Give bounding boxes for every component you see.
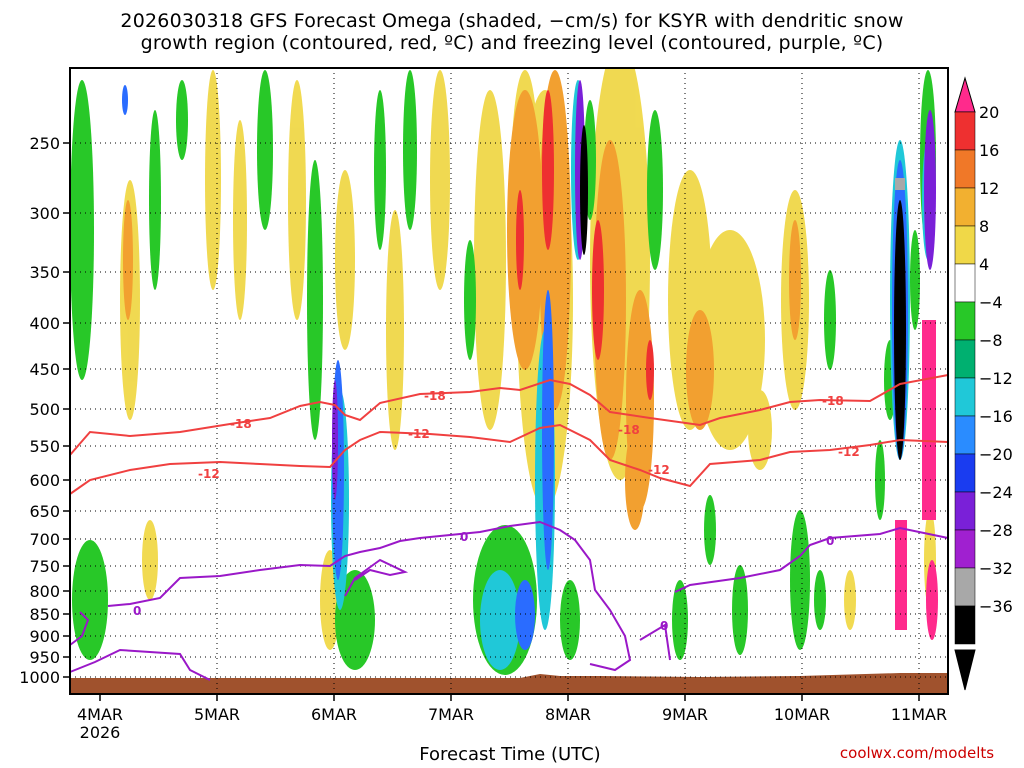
colorbar-top-arrow <box>954 76 976 113</box>
label-minus12-c: -12 <box>648 463 670 477</box>
colorbar-label: −20 <box>979 445 1013 464</box>
label-minus12-d: -12 <box>838 445 860 459</box>
colorbar-label: 20 <box>979 103 999 122</box>
label-zero-a: 0 <box>133 604 141 618</box>
contour-zero-mid-loop <box>344 558 409 597</box>
contour-minus18 <box>69 374 949 456</box>
y-axis: 250 300 350 400 450 500 550 600 650 700 … <box>19 134 70 687</box>
x-tick-8mar: 8MAR <box>545 705 591 724</box>
y-tick-950: 950 <box>29 648 60 667</box>
y-tick-300: 300 <box>29 204 60 223</box>
colorbar-swatch <box>954 491 976 531</box>
dgz-contours <box>69 374 949 495</box>
x-tick-5mar: 5MAR <box>194 705 240 724</box>
colorbar-label: −4 <box>979 293 1003 312</box>
contour-zero-left-loop <box>69 611 211 681</box>
plot-frame <box>69 67 949 695</box>
freezing-contour-labels: 0 0 0 0 <box>133 530 834 633</box>
x-axis-title: Forecast Time (UTC) <box>419 744 601 765</box>
colorbar-bottom-arrow <box>954 649 976 691</box>
colorbar-label: −8 <box>979 331 1003 350</box>
y-tick-500: 500 <box>29 400 60 419</box>
x-tick-6mar: 6MAR <box>311 705 357 724</box>
label-zero-d: 0 <box>826 534 834 548</box>
y-tick-750: 750 <box>29 557 60 576</box>
colorbar-label: 16 <box>979 141 999 160</box>
colorbar-label: −12 <box>979 369 1013 388</box>
label-zero-b: 0 <box>460 530 468 544</box>
x-axis: 4MAR 2026 5MAR 6MAR 7MAR 8MAR 9MAR 10MAR… <box>77 694 947 742</box>
x-tick-10mar: 10MAR <box>774 705 830 724</box>
x-tick-year: 2026 <box>80 723 121 742</box>
colorbar-swatch <box>954 377 976 417</box>
x-tick-11mar: 11MAR <box>891 705 947 724</box>
contour-zero-right <box>674 526 949 593</box>
colorbar-swatch <box>954 605 976 645</box>
label-minus12-b: -12 <box>408 427 430 441</box>
colorbar-label: 12 <box>979 179 999 198</box>
x-tick-7mar: 7MAR <box>428 705 474 724</box>
omega-gray-patch <box>895 178 905 190</box>
dgz-contour-labels: -18 -18 -18 -18 -12 -12 -12 -12 <box>198 389 860 481</box>
y-tick-250: 250 <box>29 134 60 153</box>
colorbar-swatch <box>954 111 976 151</box>
colorbar-swatch <box>954 339 976 379</box>
contour-zero-main <box>107 520 632 672</box>
freezing-level-contours <box>69 520 949 681</box>
y-tick-450: 450 <box>29 360 60 379</box>
omega-shading <box>70 68 938 675</box>
omega-magenta-shading <box>895 320 938 640</box>
y-tick-800: 800 <box>29 582 60 601</box>
colorbar-label: 8 <box>979 217 989 236</box>
colorbar-swatch <box>954 415 976 455</box>
colorbar-label: −28 <box>979 521 1013 540</box>
contour-zero-lower <box>639 623 671 661</box>
x-tick-9mar: 9MAR <box>662 705 708 724</box>
colorbar-swatches <box>954 111 976 645</box>
colorbar-swatch <box>954 263 976 303</box>
omega-red-shading <box>516 90 654 400</box>
colorbar: 20 16 12 8 4 −4 −8 −12 −16 −20 −24 −28 −32 −36 <box>954 76 1013 691</box>
label-minus18-b: -18 <box>424 389 446 403</box>
y-tick-600: 600 <box>29 471 60 490</box>
colorbar-label: −32 <box>979 559 1013 578</box>
colorbar-swatch <box>954 301 976 341</box>
colorbar-label: −16 <box>979 407 1013 426</box>
y-tick-550: 550 <box>29 437 60 456</box>
y-tick-350: 350 <box>29 263 60 282</box>
label-minus18-c: -18 <box>618 423 640 437</box>
colorbar-swatch <box>954 149 976 189</box>
credit-link[interactable]: coolwx.com/modelts <box>839 744 995 762</box>
colorbar-label: −24 <box>979 483 1013 502</box>
contour-minus12 <box>69 423 949 495</box>
y-tick-700: 700 <box>29 530 60 549</box>
colorbar-swatch <box>954 225 976 265</box>
colorbar-label: 4 <box>979 255 989 274</box>
title-line-1: 2026030318 GFS Forecast Omega (shaded, −… <box>120 10 904 32</box>
y-tick-1000: 1000 <box>19 668 60 687</box>
y-tick-400: 400 <box>29 314 60 333</box>
omega-black-shading <box>580 125 906 460</box>
label-minus18-a: -18 <box>230 417 252 431</box>
colorbar-swatch <box>954 567 976 607</box>
y-tick-650: 650 <box>29 502 60 521</box>
colorbar-swatch <box>954 529 976 569</box>
label-zero-c: 0 <box>660 619 668 633</box>
y-tick-900: 900 <box>29 627 60 646</box>
colorbar-labels: 20 16 12 8 4 −4 −8 −12 −16 −20 −24 −28 −32 −36 <box>979 103 1013 616</box>
label-minus18-d: -18 <box>822 394 844 408</box>
colorbar-label: −36 <box>979 597 1013 616</box>
colorbar-swatch <box>954 187 976 227</box>
colorbar-swatch <box>954 453 976 493</box>
y-tick-850: 850 <box>29 605 60 624</box>
x-tick-4mar: 4MAR <box>77 705 123 724</box>
title-line-2: growth region (contoured, red, ºC) and f… <box>140 32 884 54</box>
ground-surface <box>70 673 948 694</box>
label-minus12-a: -12 <box>198 467 220 481</box>
